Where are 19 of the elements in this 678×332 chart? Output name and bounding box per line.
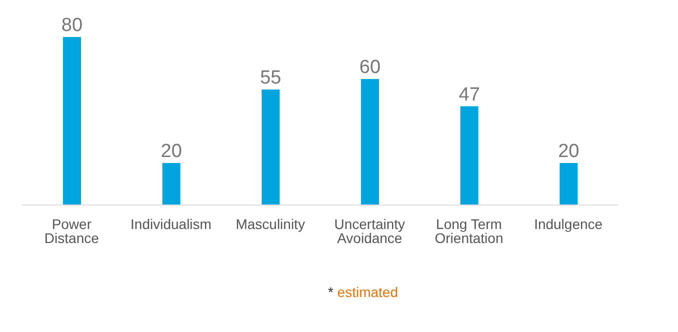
bar (262, 90, 280, 205)
x-tick-label: Individualism (130, 216, 212, 232)
bar (63, 37, 81, 205)
bar (560, 163, 578, 205)
data-label: 47 (458, 84, 480, 106)
data-label: 60 (359, 57, 381, 78)
bar (162, 163, 180, 205)
x-tick-label: Indulgence (534, 216, 603, 232)
data-label: 80 (61, 15, 83, 36)
x-tick-label: Long Term Orientation (434, 216, 504, 246)
x-tick-label: Power Distance (44, 216, 100, 246)
text: * estimated (328, 284, 398, 300)
x-tick-label: Masculinity (236, 216, 305, 232)
bar (361, 79, 379, 205)
bar (460, 106, 478, 205)
data-label: 20 (160, 141, 182, 162)
data-label: 20 (558, 141, 580, 162)
x-tick-label: Uncertainty Avoidance (334, 216, 406, 246)
data-label: 55 (260, 68, 282, 88)
